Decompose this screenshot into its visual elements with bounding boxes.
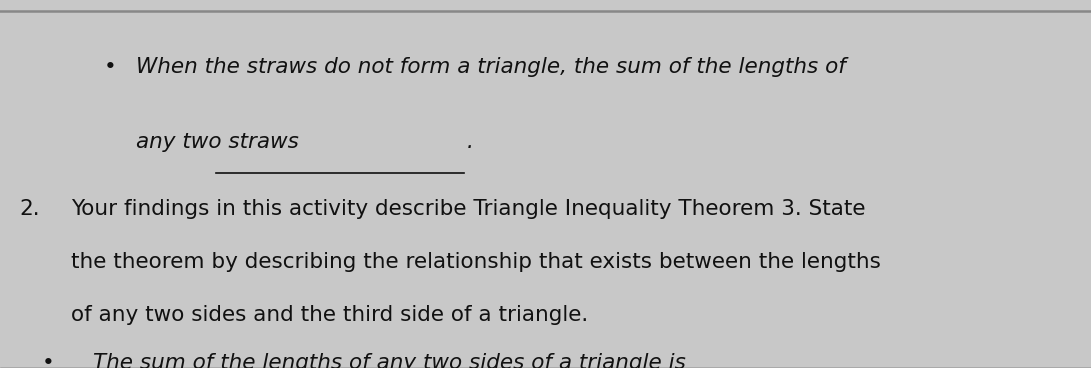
- Text: any two straws: any two straws: [136, 132, 299, 152]
- Text: 2.: 2.: [20, 199, 40, 219]
- Text: the theorem by describing the relationship that exists between the lengths: the theorem by describing the relationsh…: [71, 252, 880, 272]
- Text: •: •: [104, 57, 117, 77]
- Text: Your findings in this activity describe Triangle Inequality Theorem 3. State: Your findings in this activity describe …: [71, 199, 865, 219]
- Text: of any two sides and the third side of a triangle.: of any two sides and the third side of a…: [71, 305, 588, 325]
- Text: When the straws do not form a triangle, the sum of the lengths of: When the straws do not form a triangle, …: [136, 57, 847, 77]
- Text: •: •: [41, 353, 55, 368]
- Text: .: .: [467, 132, 473, 152]
- Text: The sum of the lengths of any two sides of a triangle is: The sum of the lengths of any two sides …: [93, 353, 685, 368]
